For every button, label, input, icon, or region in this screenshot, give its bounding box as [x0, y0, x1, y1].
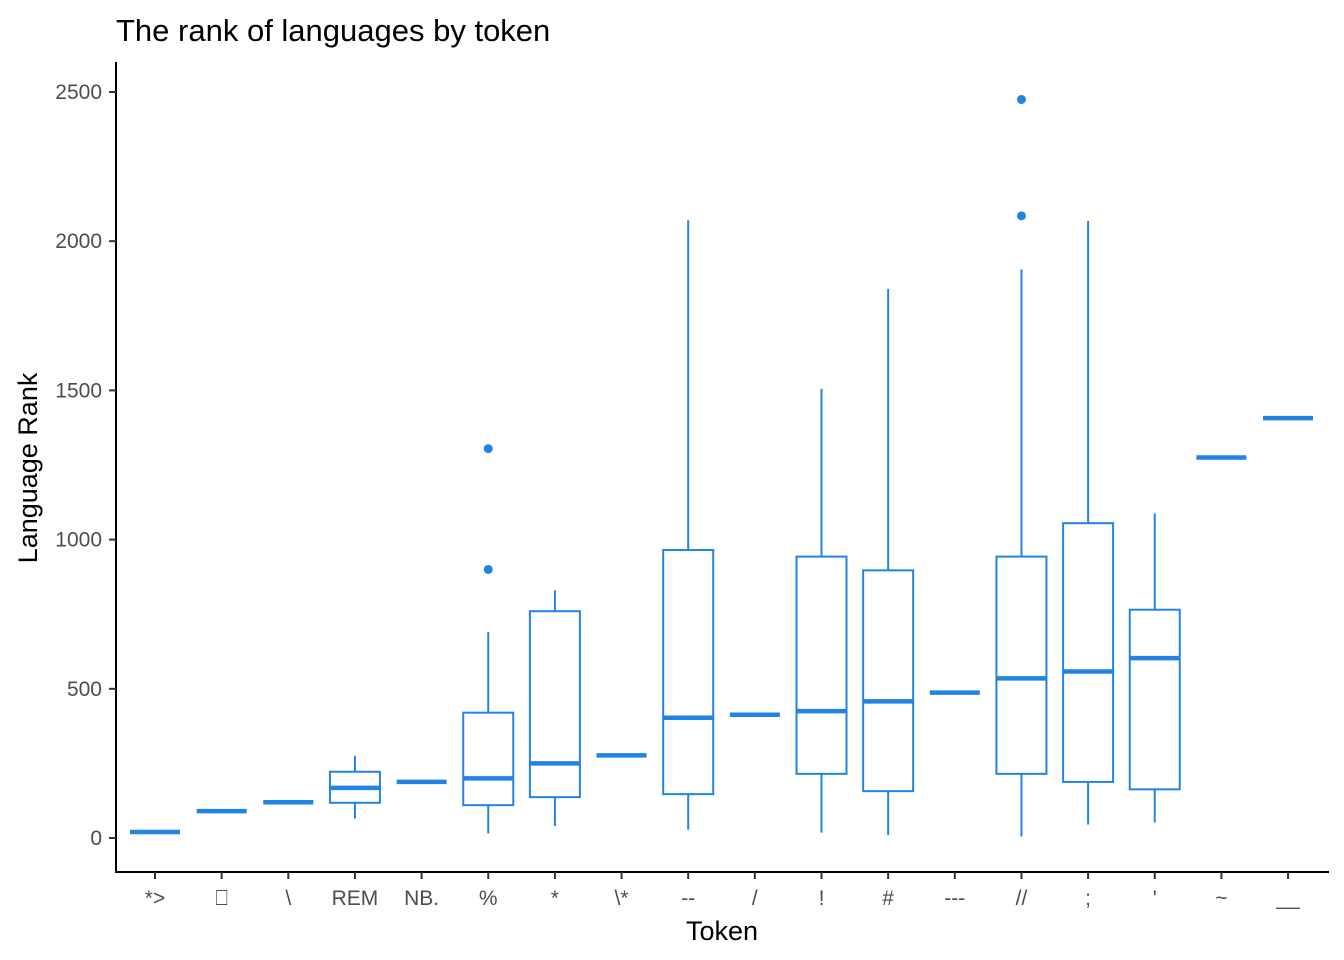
y-tick-label: 1000 [55, 529, 102, 552]
x-tick-label: // [1016, 887, 1028, 910]
box-group [1128, 513, 1181, 823]
x-tick-label: ; [1085, 887, 1091, 910]
y-tick-label: 2000 [55, 230, 102, 253]
x-tick-label: -- [681, 887, 695, 910]
y-tick-label: 1500 [55, 379, 102, 402]
box-series [130, 94, 1314, 837]
y-tick-label: 500 [67, 678, 102, 701]
box-iqr [1062, 522, 1115, 783]
x-tick-label: / [752, 887, 758, 910]
box-iqr [1128, 608, 1181, 791]
outlier-point [1016, 94, 1026, 104]
x-tick-label: *> [145, 887, 165, 910]
box-iqr [462, 711, 515, 807]
x-tick-label: \* [615, 887, 629, 910]
y-tick-label: 2500 [55, 81, 102, 104]
outlier-point [1016, 211, 1026, 221]
box-iqr [862, 569, 915, 793]
x-tick-label: ⎕ [215, 887, 228, 910]
x-tick-label: ' [1153, 887, 1157, 910]
y-axis-ticks: 0 500 1000 1500 2000 2500 [55, 81, 116, 850]
outlier-point [483, 564, 493, 574]
chart-title: The rank of languages by token [116, 13, 550, 48]
box-group [795, 388, 848, 833]
x-tick-label: # [882, 887, 894, 910]
box-iqr [995, 555, 1048, 775]
x-tick-label: % [479, 887, 498, 910]
x-tick-label: ! [819, 887, 825, 910]
y-tick-label: 0 [90, 827, 102, 850]
x-axis-title: Token [686, 916, 758, 946]
box-group [862, 288, 915, 836]
x-tick-label: \ [285, 887, 291, 910]
x-axis-ticks: *> ⎕ \ REM NB.% * \* -- /! # --- //; ' ~ __ [145, 872, 1300, 910]
y-axis-title: Language Rank [13, 372, 43, 563]
box-group [528, 590, 581, 827]
x-tick-label: --- [944, 887, 965, 910]
x-tick-label: * [551, 887, 559, 910]
x-tick-label: NB. [404, 887, 439, 910]
x-tick-label: ~ [1215, 887, 1227, 910]
box-iqr [662, 549, 715, 796]
box-group [462, 444, 515, 834]
box-iqr [795, 555, 848, 775]
box-iqr [528, 610, 581, 799]
box-group [328, 755, 381, 819]
box-group [1062, 220, 1115, 825]
x-tick-label: __ [1275, 887, 1300, 910]
outlier-point [483, 444, 493, 454]
box-group [995, 94, 1048, 837]
box-group [662, 220, 715, 830]
x-tick-label: REM [332, 887, 379, 910]
